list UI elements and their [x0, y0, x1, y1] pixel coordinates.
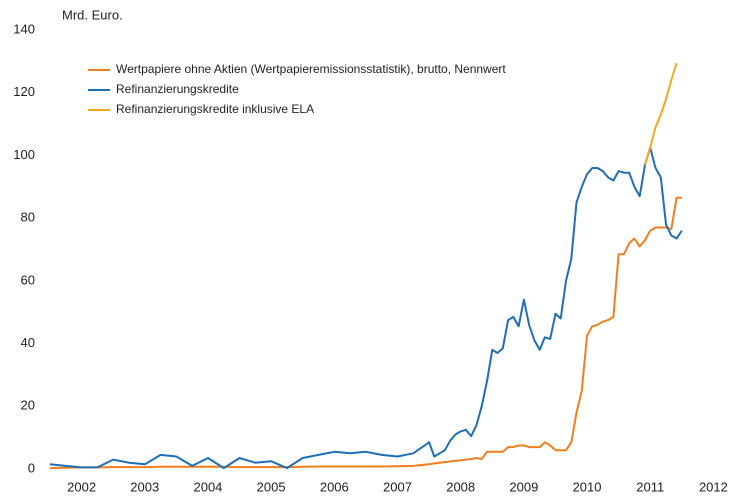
legend: Wertpapiere ohne Aktien (Wertpapieremiss… [72, 54, 506, 124]
legend-label: Wertpapiere ohne Aktien (Wertpapieremiss… [116, 62, 506, 76]
y-tick-label: 80 [21, 210, 35, 225]
y-tick-label: 0 [28, 460, 35, 475]
x-tick-label: 2008 [446, 479, 475, 494]
data-line [49, 146, 683, 470]
x-tick-label: 2011 [636, 479, 664, 494]
y-tick-label: 60 [21, 272, 35, 287]
legend-label: Refinanzierungskredite [116, 82, 239, 96]
y-axis-label: Mrd. Euro. [62, 7, 123, 22]
y-tick-label: 40 [21, 335, 35, 350]
y-tick-label: 100 [13, 147, 35, 162]
x-tick-label: 2009 [509, 479, 538, 494]
x-tick-label: 2002 [67, 479, 96, 494]
x-tick-label: 2010 [573, 479, 602, 494]
x-tick-label: 2005 [257, 479, 286, 494]
data-line [49, 196, 682, 470]
y-tick-label: 20 [21, 398, 35, 413]
legend-label: Refinanzierungskredite inklusive ELA [116, 102, 314, 116]
x-tick-label: 2006 [320, 479, 349, 494]
y-tick-label: 140 [13, 21, 35, 36]
x-tick-label: 2003 [130, 479, 159, 494]
x-tick-label: 2004 [193, 479, 222, 494]
y-tick-label: 120 [13, 84, 35, 99]
data-line [644, 62, 678, 166]
x-tick-label: 2012 [699, 479, 728, 494]
legend-box [72, 54, 394, 124]
x-tick-label: 2007 [383, 479, 412, 494]
